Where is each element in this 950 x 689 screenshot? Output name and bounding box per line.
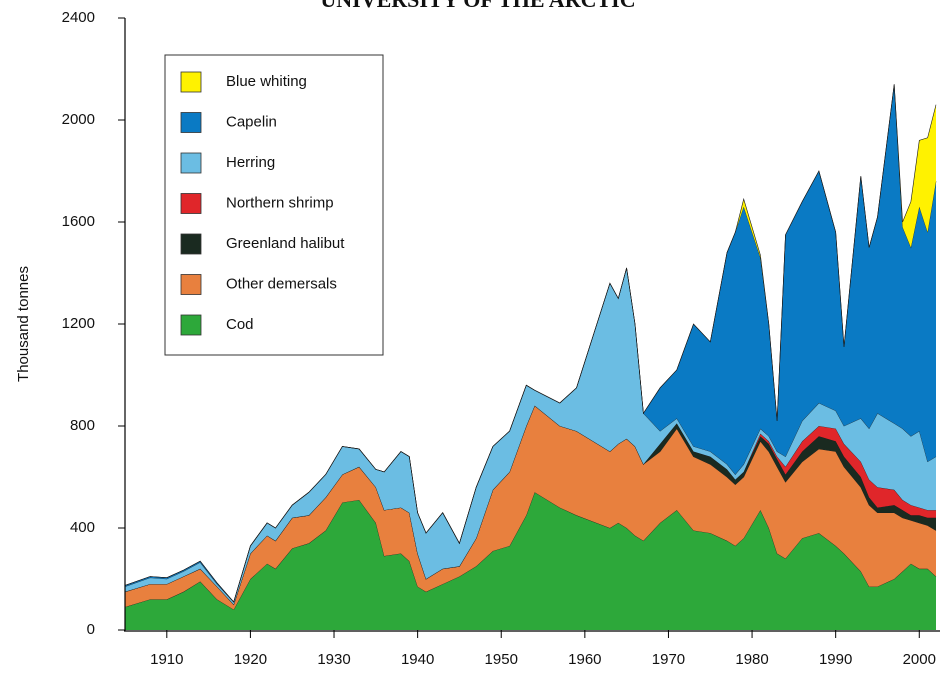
legend-label: Greenland halibut: [226, 235, 345, 252]
x-tick-label: 1940: [401, 651, 434, 668]
x-tick-label: 1990: [819, 651, 852, 668]
x-tick-label: 1930: [317, 651, 350, 668]
x-tick-label: 2000: [903, 651, 936, 668]
area-edge: [124, 84, 937, 603]
area-fill: [125, 267, 936, 605]
x-tick-label: 1910: [150, 651, 183, 668]
y-tick-label: 0: [87, 621, 95, 638]
plot-area: [124, 84, 937, 630]
legend-swatch: [180, 233, 202, 255]
legend-swatch: [180, 193, 202, 214]
x-tick-label: 1960: [568, 651, 601, 668]
y-tick-label: 2000: [62, 111, 95, 128]
x-tick-label: 1970: [652, 651, 685, 668]
legend-swatch: [180, 152, 202, 174]
area-fill: [125, 492, 936, 630]
y-tick-label: 1200: [62, 315, 95, 332]
legend-swatch: [180, 71, 202, 93]
y-tick-label: 800: [70, 417, 95, 434]
legend-label: Northern shrimp: [226, 194, 334, 211]
legend-label: Cod: [226, 316, 254, 333]
x-tick-label: 1950: [485, 651, 518, 668]
legend: Cod Other demersals Greenland halibut North…: [164, 54, 384, 356]
legend-swatch: [180, 112, 202, 133]
legend-label: Blue whiting: [226, 73, 307, 90]
y-tick-label: 2400: [62, 9, 95, 26]
legend-label: Other demersals: [226, 275, 337, 292]
y-tick-label: 1600: [62, 213, 95, 230]
y-axis-label: Thousand tonnes: [15, 266, 32, 382]
y-tick-label: 400: [70, 519, 95, 536]
area-fill: [125, 405, 936, 610]
legend-swatch: [180, 314, 202, 336]
legend-label: Herring: [226, 154, 275, 171]
legend-swatch: [180, 274, 202, 295]
legend-label: Capelin: [226, 113, 277, 130]
chart-title: UNIVERSITY OF THE ARCTIC: [320, 0, 635, 12]
x-tick-label: 1920: [234, 651, 267, 668]
x-tick-label: 1980: [735, 651, 768, 668]
